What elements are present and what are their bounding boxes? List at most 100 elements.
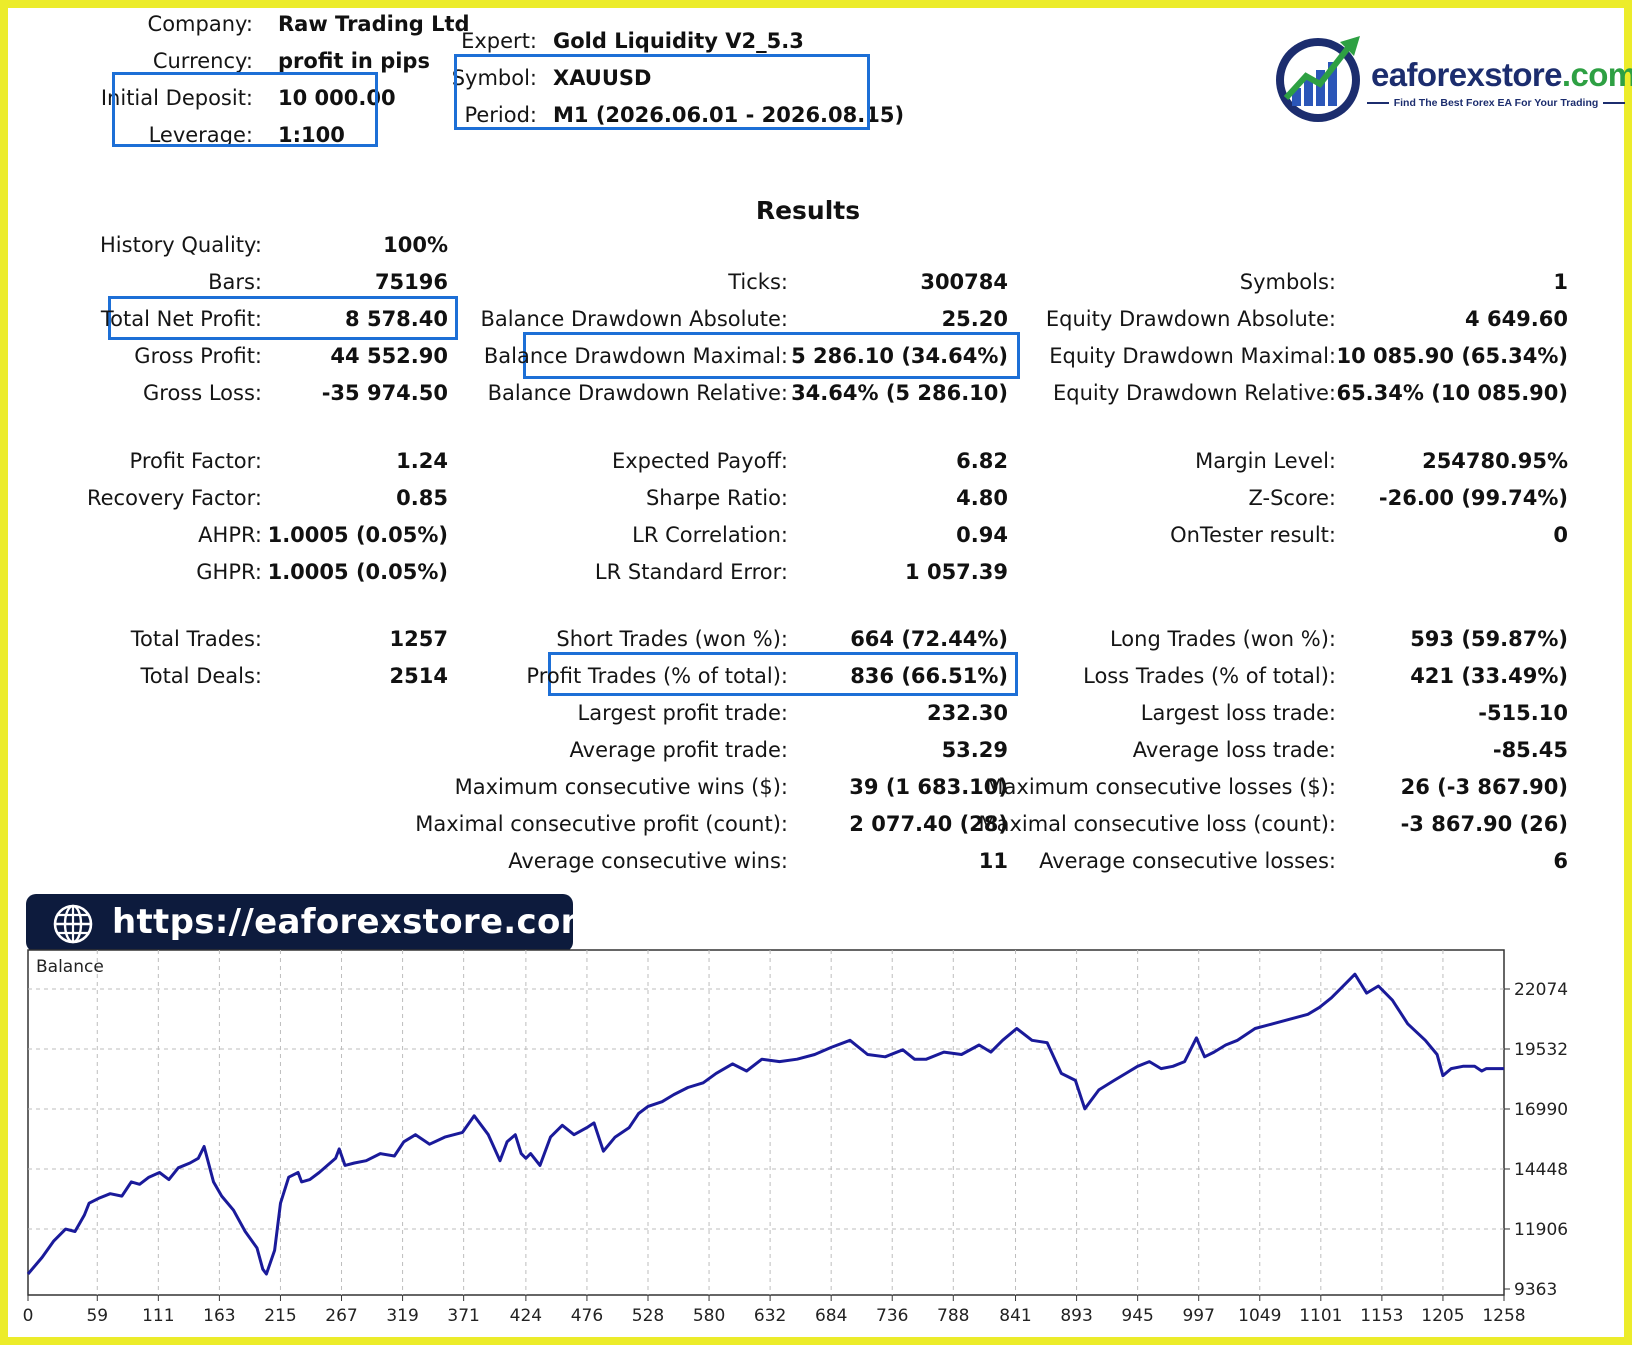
loss-trades-of-total-value: 421 (33.49%): [1410, 664, 1568, 688]
chart-x-tick-label: 684: [815, 1306, 847, 1326]
maximum-consecutive-wins-label: Maximum consecutive wins ($):: [454, 775, 788, 799]
lr-standard-error-label: LR Standard Error:: [594, 560, 788, 584]
chart-x-tick-label: 945: [1121, 1306, 1153, 1326]
average-consecutive-losses-value: 6: [1553, 849, 1568, 873]
website-url[interactable]: https://eaforexstore.com/: [112, 902, 610, 942]
bars-value: 75196: [374, 270, 448, 294]
largest-profit-trade-value: 232.30: [926, 701, 1008, 725]
total-trades-label: Total Trades:: [130, 627, 262, 651]
average-consecutive-wins-label: Average consecutive wins:: [508, 849, 788, 873]
maximal-consecutive-profit-count-value: 2 077.40 (28): [849, 812, 1008, 836]
chart-x-tick-label: 788: [937, 1306, 969, 1326]
maximum-consecutive-wins-value: 39 (1 683.10): [849, 775, 1008, 799]
average-consecutive-wins-value: 11: [978, 849, 1008, 873]
short-trades-won-value: 664 (72.44%): [850, 627, 1008, 651]
sharpe-ratio-value: 4.80: [956, 486, 1008, 510]
chart-x-tick-label: 59: [86, 1306, 108, 1326]
chart-x-tick-label: 319: [386, 1306, 418, 1326]
profit-trades-highlight-box: [548, 652, 1018, 696]
lr-correlation-value: 0.94: [956, 523, 1008, 547]
company-label: Company:: [147, 12, 253, 36]
chart-x-tick-label: 215: [264, 1306, 296, 1326]
chart-y-tick-label: 22074: [1514, 980, 1568, 1000]
margin-level-label: Margin Level:: [1195, 449, 1336, 473]
chart-x-tick-label: 1258: [1482, 1306, 1525, 1326]
brand-logo[interactable]: eaforexstore.com Find The Best Forex EA …: [1270, 28, 1632, 126]
average-profit-trade-label: Average profit trade:: [569, 738, 788, 762]
gross-loss-value: -35 974.50: [321, 381, 448, 405]
ontester-result-label: OnTester result:: [1170, 523, 1336, 547]
ghpr-label: GHPR:: [196, 560, 262, 584]
maximal-consecutive-loss-count-value: -3 867.90 (26): [1400, 812, 1568, 836]
chart-x-tick-label: 111: [142, 1306, 174, 1326]
z-score-value: -26.00 (99.74%): [1378, 486, 1568, 510]
balance-drawdown-relative-value: 34.64% (5 286.10): [791, 381, 1008, 405]
balance-drawdown-absolute-label: Balance Drawdown Absolute:: [480, 307, 788, 331]
chart-x-tick-label: 476: [571, 1306, 603, 1326]
currency-label: Currency:: [152, 49, 253, 73]
total-net-profit-value: 8 578.40: [345, 307, 448, 331]
balance-chart: 0 59 111 163 215 267 319 371 424 476 528 580 632 684 7…: [23, 949, 1568, 1326]
balance-drawdown-absolute-value: 25.20: [941, 307, 1008, 331]
chart-title: Balance: [36, 957, 104, 977]
ticks-label: Ticks:: [728, 270, 788, 294]
chart-x-tick-label: 893: [1060, 1306, 1092, 1326]
chart-x-tick-label: 1049: [1238, 1306, 1281, 1326]
average-consecutive-losses-label: Average consecutive losses:: [1039, 849, 1336, 873]
brand-tagline: Find The Best Forex EA For Your Trading: [1358, 97, 1632, 109]
symbol-label: Symbol:: [451, 66, 537, 90]
url-banner[interactable]: https://eaforexstore.com/: [26, 894, 609, 952]
results-title: Results: [755, 196, 861, 225]
equity-drawdown-maximal-value: 10 085.90 (65.34%): [1336, 344, 1568, 368]
chart-x-tick-label: 580: [693, 1306, 725, 1326]
sharpe-ratio-label: Sharpe Ratio:: [645, 486, 788, 510]
short-trades-won-label: Short Trades (won %):: [556, 627, 788, 651]
period-value: M1 (2026.06.01 - 2026.08.15): [553, 103, 905, 127]
chart-x-tick-label: 163: [203, 1306, 235, 1326]
history-quality-value: 100%: [383, 233, 448, 257]
balance-drawdown-relative-label: Balance Drawdown Relative:: [487, 381, 788, 405]
chart-x-tick-label: 1205: [1421, 1306, 1464, 1326]
chart-x-tick-label: 632: [754, 1306, 786, 1326]
chart-y-tick-label: 11906: [1514, 1220, 1568, 1240]
equity-drawdown-maximal-label: Equity Drawdown Maximal:: [1049, 344, 1336, 368]
deposit-label: Initial Deposit:: [100, 86, 253, 110]
chart-x-tick-label: 1101: [1299, 1306, 1342, 1326]
profit-trades-of-total-value: 836 (66.51%): [850, 664, 1008, 688]
total-trades-value: 1257: [389, 627, 448, 651]
leverage-label: Leverage:: [148, 123, 253, 147]
equity-drawdown-relative-value: 65.34% (10 085.90): [1336, 381, 1568, 405]
logo-emblem-icon: [1276, 36, 1360, 122]
symbol-highlight-box: [454, 54, 870, 130]
z-score-label: Z-Score:: [1248, 486, 1337, 510]
expected-payoff-label: Expected Payoff:: [611, 449, 788, 473]
equity-drawdown-absolute-label: Equity Drawdown Absolute:: [1045, 307, 1336, 331]
net-profit-highlight-box: [108, 296, 458, 340]
bars-label: Bars:: [208, 270, 262, 294]
expected-payoff-value: 6.82: [956, 449, 1008, 473]
gross-profit-label: Gross Profit:: [134, 344, 262, 368]
maximal-consecutive-profit-count-label: Maximal consecutive profit (count):: [415, 812, 788, 836]
largest-loss-trade-value: -515.10: [1478, 701, 1568, 725]
history-quality-label: History Quality:: [100, 233, 262, 257]
profit-trades-of-total-label: Profit Trades (% of total):: [526, 664, 788, 688]
brand-suffix: .com: [1561, 56, 1632, 93]
company-value: Raw Trading Ltd: [278, 12, 470, 36]
leverage-value: 1:100: [278, 123, 345, 147]
lr-standard-error-value: 1 057.39: [905, 560, 1008, 584]
chart-x-tick-label: 0: [23, 1306, 34, 1326]
currency-value: profit in pips: [278, 49, 430, 73]
profit-factor-value: 1.24: [396, 449, 448, 473]
chart-y-tick-label: 19532: [1514, 1040, 1568, 1060]
expert-value: Gold Liquidity V2_5.3: [553, 29, 804, 53]
period-label: Period:: [464, 103, 537, 127]
average-loss-trade-label: Average loss trade:: [1132, 738, 1336, 762]
margin-level-value: 254780.95%: [1422, 449, 1568, 473]
symbols-value: 1: [1553, 270, 1568, 294]
ontester-result-value: 0: [1553, 523, 1568, 547]
brand-name: eaforexstore.com: [1371, 56, 1632, 94]
balance-drawdown-highlight-box: [523, 332, 1020, 379]
chart-x-tick-label: 267: [325, 1306, 357, 1326]
loss-trades-of-total-label: Loss Trades (% of total):: [1083, 664, 1336, 688]
balance-line: [26, 972, 1504, 1276]
